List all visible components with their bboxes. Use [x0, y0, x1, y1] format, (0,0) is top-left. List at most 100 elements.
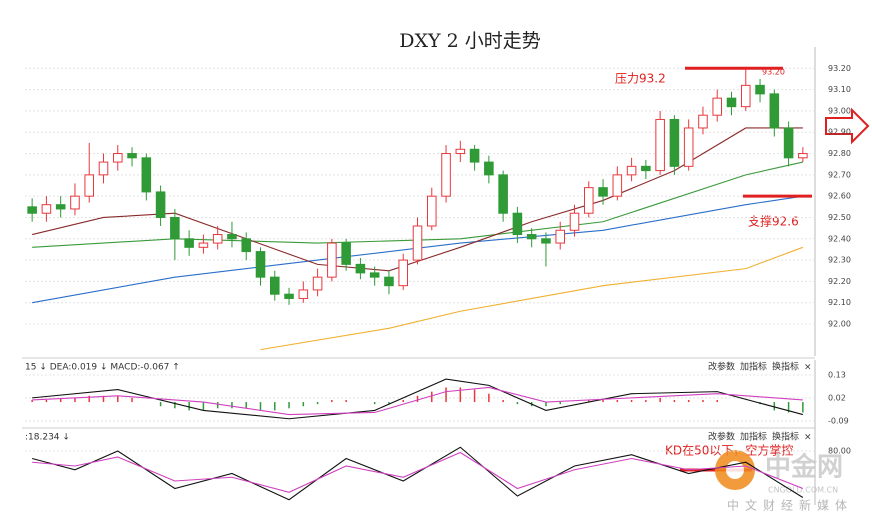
- y-tick-label: 93.20: [828, 64, 851, 73]
- candle-body: [712, 97, 723, 116]
- candle-body: [384, 276, 394, 287]
- candle-body: [512, 212, 523, 236]
- watermark: 中金网 CNGOLD.COM.CN 中文财经新媒体: [715, 450, 853, 513]
- annotation: KD在50以下，空方掌控: [665, 443, 793, 458]
- candle-body: [726, 97, 737, 108]
- toolbar-button[interactable]: 换指标: [772, 431, 799, 443]
- candle-body: [455, 148, 466, 155]
- macd-header: 15 ↓ DEA:0.019 ↓ MACD:-0.067 ↑: [25, 363, 180, 373]
- candle-body: [783, 127, 794, 159]
- toolbar-button[interactable]: ×: [804, 363, 812, 373]
- candle-body: [27, 206, 37, 214]
- candle-body: [612, 174, 623, 197]
- y-tick-label: 92.00: [828, 320, 851, 329]
- candle-body: [526, 234, 537, 240]
- candle-body: [355, 263, 366, 274]
- watermark-brand: 中金网: [765, 452, 843, 483]
- candle-body: [241, 238, 252, 253]
- candle-body: [755, 84, 765, 95]
- kd-header: :18.234 ↓: [25, 433, 70, 443]
- y-tick-label: 92.80: [828, 149, 851, 158]
- toolbar-button[interactable]: 加指标: [740, 431, 767, 443]
- candle-body: [598, 187, 608, 197]
- y-tick-label: 0.02: [828, 393, 846, 402]
- candle-body: [469, 148, 480, 163]
- toolbar-button[interactable]: 改参数: [708, 431, 735, 443]
- y-tick-label: 92.50: [828, 213, 851, 222]
- candle-body: [284, 293, 294, 299]
- indicator-line: [260, 246, 804, 351]
- toolbar-button[interactable]: ×: [804, 433, 812, 443]
- toolbar-button[interactable]: 改参数: [708, 361, 735, 373]
- y-tick-label: 92.20: [828, 277, 851, 286]
- y-tick-label: 92.60: [828, 192, 851, 201]
- candle-body: [441, 153, 451, 197]
- y-tick-label: 92.70: [828, 170, 851, 179]
- candle-body: [269, 276, 280, 295]
- y-tick-label: 80.00: [828, 447, 851, 456]
- watermark-site: CNGOLD.COM.CN: [768, 486, 838, 495]
- candle-body: [583, 187, 594, 214]
- y-tick-label: 92.90: [828, 128, 851, 137]
- candle-body: [170, 216, 180, 240]
- candle-body: [555, 229, 566, 244]
- candle-body: [398, 259, 409, 287]
- candle-body: [184, 238, 194, 248]
- indicator-line: [32, 451, 804, 493]
- candle-body: [55, 204, 66, 210]
- y-tick-label: -0.09: [828, 416, 849, 425]
- logo: [726, 461, 744, 479]
- candle-body: [141, 157, 152, 193]
- candle-body: [669, 118, 680, 167]
- y-tick-label: 92.10: [828, 298, 851, 307]
- candle-body: [41, 204, 52, 214]
- y-tick-label: 92.40: [828, 234, 851, 243]
- candle-body: [484, 161, 494, 176]
- candle-body: [255, 251, 266, 278]
- toolbar-button[interactable]: 加指标: [740, 361, 767, 373]
- y-tick-label: 93.00: [828, 106, 851, 115]
- y-tick-label: 93.10: [828, 85, 851, 94]
- candle-body: [569, 212, 580, 231]
- y-tick-label: 92.30: [828, 256, 851, 265]
- annotation: 93.20: [762, 68, 785, 77]
- candle-body: [426, 195, 437, 227]
- candle-body: [198, 242, 209, 248]
- candle-body: [498, 174, 508, 214]
- candle-body: [412, 225, 423, 261]
- candle-body: [227, 234, 237, 240]
- candle-body: [127, 153, 137, 159]
- indicator-line: [32, 386, 803, 416]
- candle-body: [626, 165, 637, 176]
- candle-body: [298, 289, 309, 299]
- y-tick-label: 0.13: [828, 370, 846, 379]
- candle-body: [369, 272, 380, 278]
- candle-body: [798, 153, 808, 159]
- indicator-line: [31, 446, 804, 501]
- watermark-slogan: 中文财经新媒体: [727, 498, 853, 513]
- indicator-line: [32, 378, 804, 420]
- candle-body: [84, 174, 95, 197]
- candle-body: [155, 191, 166, 218]
- indicator-line: [32, 195, 803, 304]
- candle-body: [98, 161, 109, 176]
- candle-body: [740, 84, 751, 108]
- candle-body: [312, 276, 323, 291]
- chart-title: DXY 2 小时走势: [399, 30, 540, 52]
- candle-body: [70, 195, 80, 210]
- annotation: 支撑92.6: [748, 214, 799, 229]
- candle-body: [698, 114, 708, 129]
- candle-body: [212, 234, 223, 244]
- candle-body: [655, 118, 665, 172]
- candle-body: [541, 238, 551, 244]
- candle-body: [769, 93, 780, 129]
- candle-body: [112, 153, 123, 163]
- candle-body: [641, 165, 651, 172]
- candle-body: [341, 242, 351, 265]
- candle-body: [683, 127, 694, 167]
- toolbar-button[interactable]: 换指标: [772, 361, 799, 373]
- arrow-icon: [825, 107, 870, 145]
- annotation: 压力93.2: [615, 72, 666, 86]
